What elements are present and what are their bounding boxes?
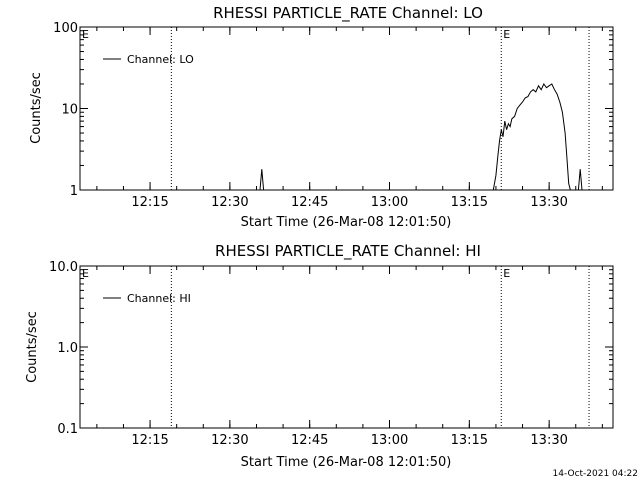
lo-x-tick-label: 13:30 (530, 195, 567, 210)
lo-chart-title: RHESSI PARTICLE_RATE Channel: LO (213, 4, 483, 23)
lo-x-tick-label: 12:15 (131, 195, 168, 210)
lo-series-line (492, 83, 571, 191)
lo-y-tick-label: 100 (53, 21, 78, 36)
hi-y-tick-label: 10.0 (49, 260, 78, 275)
hi-x-tick-label: 12:45 (291, 433, 328, 448)
hi-y-tick-label: 1.0 (57, 341, 78, 356)
hi-channel-panel: RHESSI PARTICLE_RATE Channel: HI Counts/… (25, 242, 614, 470)
hi-x-tick-label: 13:30 (530, 433, 567, 448)
lo-x-tick-label: 13:00 (371, 195, 408, 210)
hi-time-marker-label: E (82, 267, 89, 280)
hi-y-axis-label: Counts/sec (25, 311, 40, 383)
hi-x-tick-label: 13:15 (451, 433, 488, 448)
footer-timestamp: 14-Oct-2021 04:22 (553, 469, 638, 479)
lo-time-marker-label: E (82, 28, 89, 41)
lo-legend-label: Channel: LO (127, 53, 194, 66)
lo-y-tick-label: 10 (61, 103, 78, 118)
lo-x-tick-label: 12:45 (291, 195, 328, 210)
lo-x-axis-label: Start Time (26-Mar-08 12:01:50) (241, 215, 452, 230)
lo-x-tick-label: 13:15 (451, 195, 488, 210)
lo-series-line (259, 169, 265, 191)
hi-x-tick-label: 12:30 (211, 433, 248, 448)
hi-x-tick-label: 12:15 (131, 433, 168, 448)
lo-y-axis-label: Counts/sec (29, 72, 44, 144)
hi-ticks: 12:15 12:30 12:45 13:00 13:15 13:30 0.1 1.0 10.0 (49, 260, 613, 448)
hi-legend: Channel: HI (103, 292, 191, 305)
lo-channel-panel: RHESSI PARTICLE_RATE Channel: LO Counts/… (29, 4, 614, 230)
hi-x-tick-label: 13:00 (371, 433, 408, 448)
lo-y-tick-label: 1 (70, 184, 78, 199)
hi-x-axis-label: Start Time (26-Mar-08 12:01:50) (241, 455, 452, 470)
lo-legend: Channel: LO (103, 53, 194, 66)
hi-time-marker-label: E (503, 267, 510, 280)
hi-legend-label: Channel: HI (127, 292, 191, 305)
lo-series-line (577, 169, 583, 191)
hi-plot-frame (79, 265, 614, 429)
lo-time-marker-label: E (503, 28, 510, 41)
hi-chart-title: RHESSI PARTICLE_RATE Channel: HI (215, 242, 481, 261)
lo-ticks: 12:15 12:30 12:45 13:00 13:15 13:30 1 10 100 (53, 21, 613, 210)
lo-x-tick-label: 12:30 (211, 195, 248, 210)
hi-y-tick-label: 0.1 (57, 422, 78, 437)
lo-plot-frame (79, 26, 614, 191)
lo-series (259, 83, 583, 191)
